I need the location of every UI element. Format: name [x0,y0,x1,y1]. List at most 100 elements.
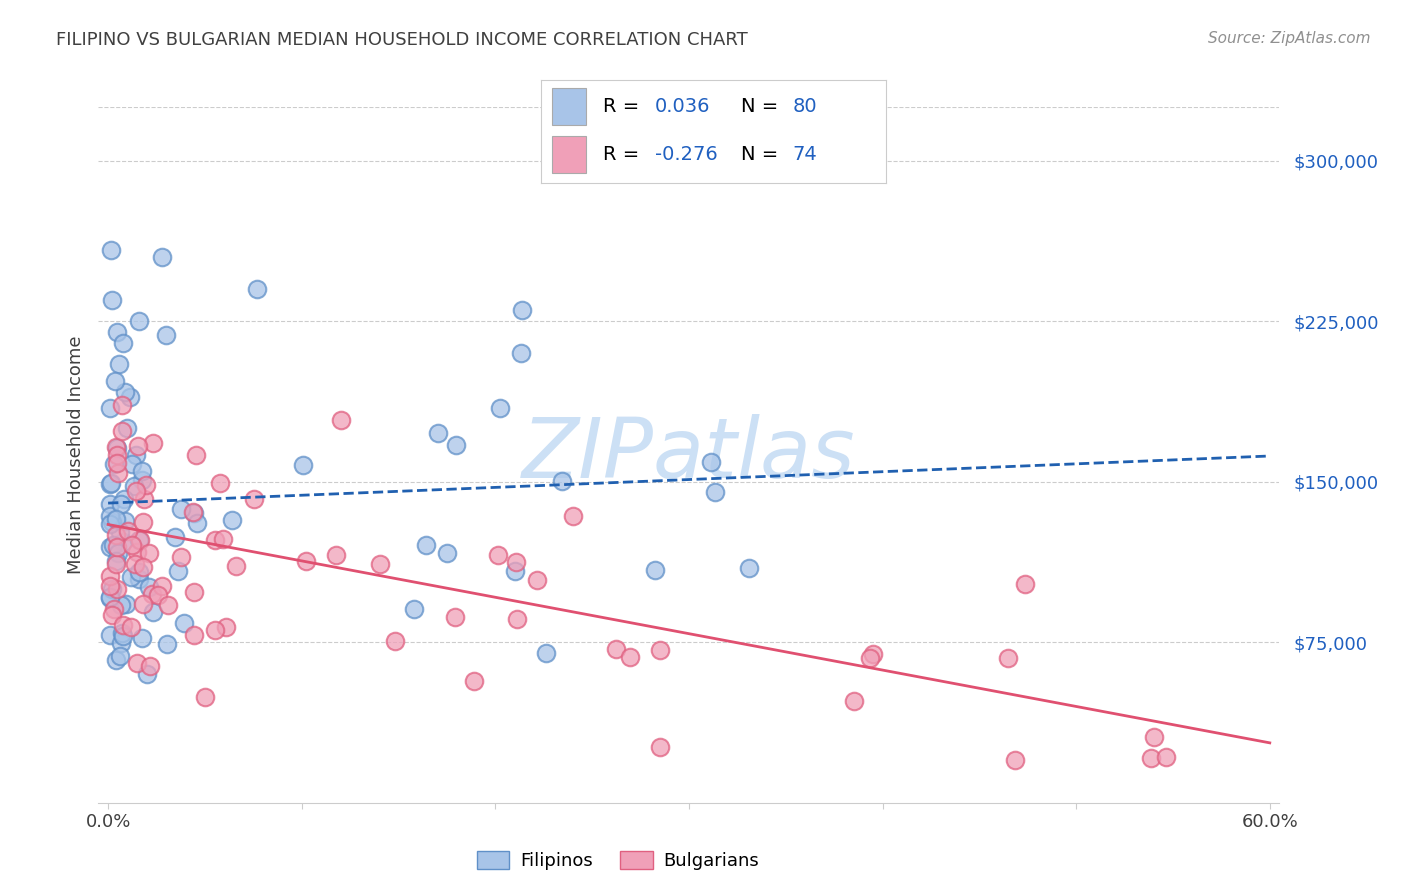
Text: N =: N = [741,145,785,163]
Text: R =: R = [603,145,645,163]
Point [644,563,666,577]
Point [526,573,548,587]
Point [105,582,128,596]
Point [506,611,529,625]
Point [436,546,458,560]
Point [131,464,153,478]
Point [156,598,179,612]
Point [125,448,148,462]
Point [111,534,134,549]
Point [98,540,121,554]
Text: -0.276: -0.276 [655,145,717,163]
Point [997,651,1019,665]
Text: R =: R = [603,97,645,117]
Point [183,627,205,641]
Point [105,325,128,339]
Point [1156,750,1178,764]
Point [221,513,243,527]
Point [204,623,226,637]
Point [98,401,121,415]
Point [110,397,132,411]
Point [132,559,155,574]
Point [139,659,162,673]
Point [118,390,141,404]
Point [101,538,124,552]
Point [246,282,269,296]
Point [105,540,128,554]
Point [150,579,173,593]
Point [1142,730,1164,744]
Text: N =: N = [741,97,785,117]
Point [136,667,159,681]
Point [120,569,142,583]
Point [108,524,131,539]
Point [105,441,128,455]
Point [738,561,761,575]
Point [132,597,155,611]
Point [173,615,195,630]
Point [98,579,121,593]
Point [122,479,145,493]
Point [127,439,149,453]
Point [141,587,163,601]
Point [551,474,574,488]
Y-axis label: Median Household Income: Median Household Income [66,335,84,574]
Point [128,565,150,579]
Point [105,557,128,571]
Point [184,448,207,462]
Point [98,477,121,491]
Point [114,514,136,528]
Point [512,303,534,318]
Point [325,548,347,562]
Point [131,515,153,529]
Point [138,546,160,560]
Point [700,455,723,469]
Point [127,545,149,559]
Point [100,515,122,529]
Point [384,634,406,648]
Point [170,501,193,516]
Point [561,509,583,524]
Point [110,649,132,664]
Point [98,590,121,604]
Point [859,650,882,665]
Point [107,546,129,560]
Point [112,492,135,507]
Point [117,524,139,538]
Point [104,375,127,389]
Point [842,694,865,708]
Point [101,582,124,597]
Point [108,357,131,371]
Point [291,458,314,472]
Point [134,492,156,507]
Text: FILIPINO VS BULGARIAN MEDIAN HOUSEHOLD INCOME CORRELATION CHART: FILIPINO VS BULGARIAN MEDIAN HOUSEHOLD I… [56,31,748,49]
Point [111,629,134,643]
Point [183,506,205,520]
Legend: Filipinos, Bulgarians: Filipinos, Bulgarians [470,844,766,877]
Point [142,436,165,450]
Point [98,516,121,531]
Point [100,244,122,258]
Point [105,554,128,568]
Point [124,484,146,499]
Point [105,440,128,454]
Point [242,492,264,507]
Point [128,533,150,547]
Point [105,448,128,462]
Point [131,473,153,487]
Point [104,512,127,526]
Point [505,555,527,569]
Point [98,569,121,583]
Point [404,602,426,616]
Point [212,532,235,546]
Point [155,328,177,343]
Point [128,314,150,328]
Text: ZIPatlas: ZIPatlas [522,415,856,495]
Point [98,591,121,606]
Point [111,424,134,438]
Point [104,528,127,542]
Point [486,549,509,563]
Point [862,647,884,661]
Point [103,457,125,471]
FancyBboxPatch shape [551,88,586,126]
